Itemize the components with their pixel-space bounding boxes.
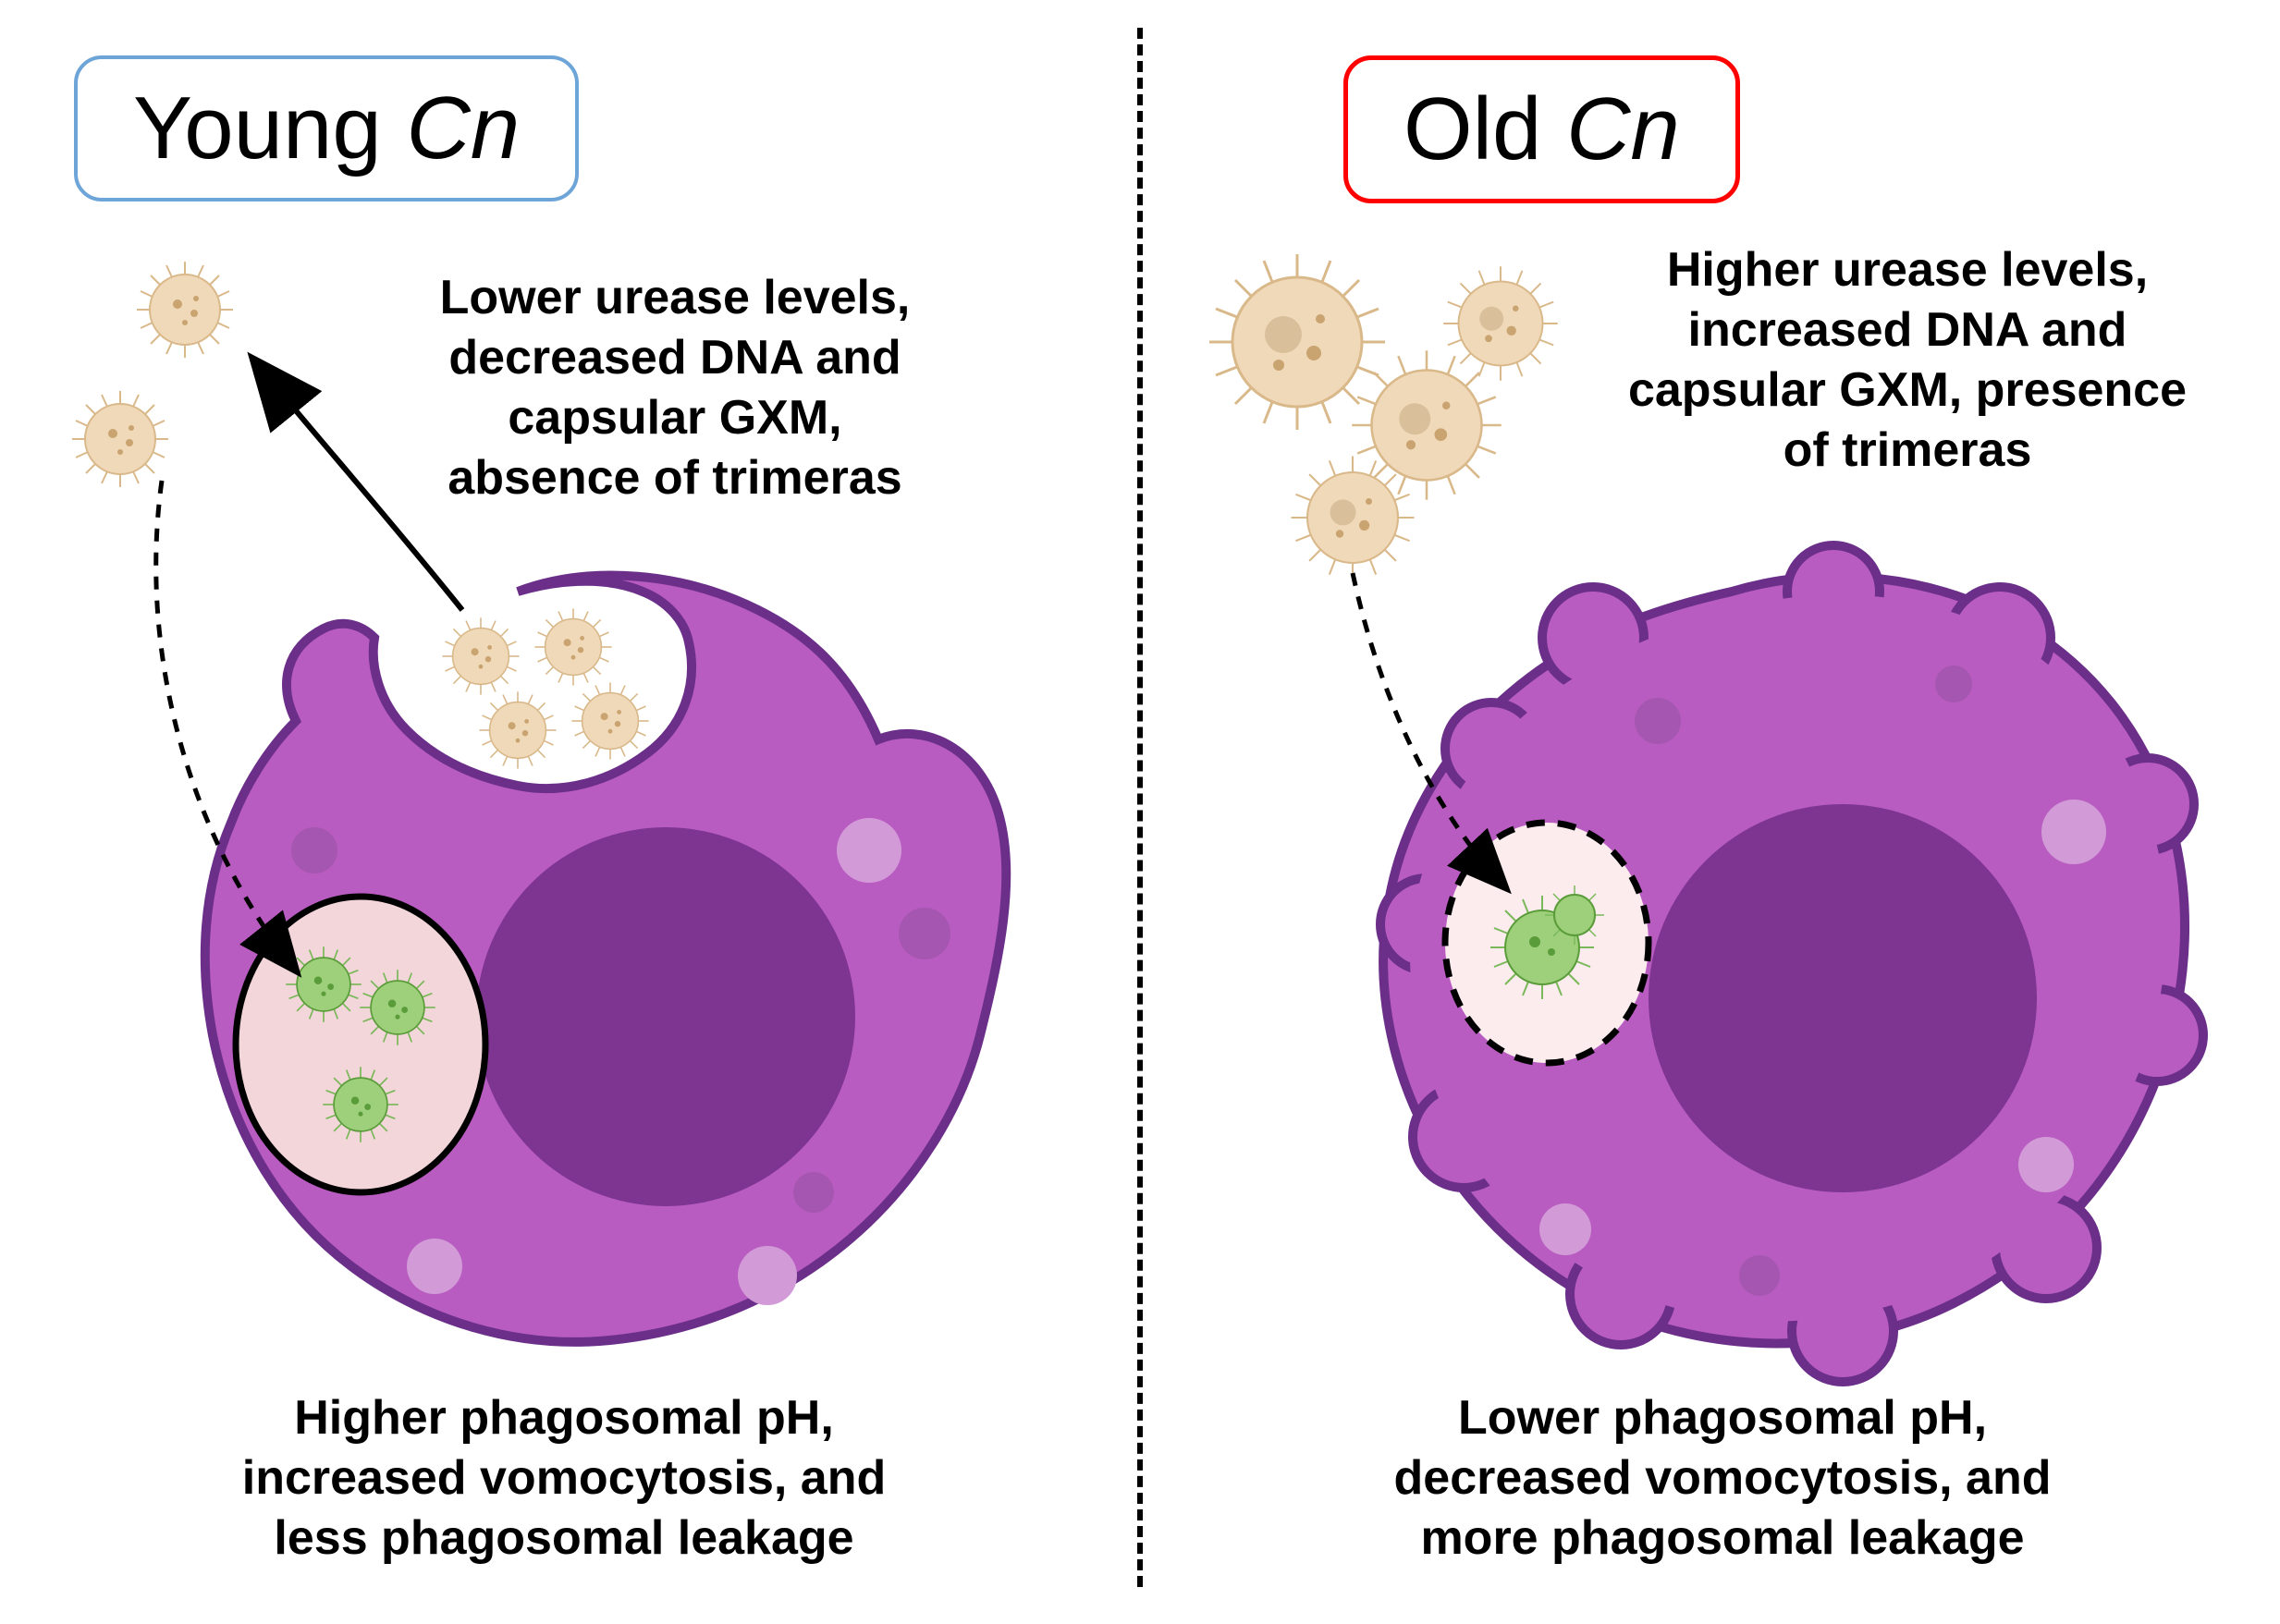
trimera-cluster	[1209, 254, 1558, 580]
cup-fungus-2	[534, 608, 611, 685]
internal-fungus-old	[1490, 885, 1604, 999]
lower-caption-young: Higher phagosomal pH,increased vomocytos…	[148, 1388, 980, 1569]
macrophage-old	[1380, 545, 2203, 1382]
phagosome-old	[1445, 823, 1649, 1063]
nucleus-young	[476, 827, 855, 1206]
diagram-container: Young Cn Lower urease levels,decreased D…	[0, 0, 2280, 1624]
title-old: Old Cn	[1404, 79, 1680, 178]
internal-fungus-2	[360, 970, 435, 1045]
panel-young: Young Cn Lower urease levels,decreased D…	[0, 0, 1140, 1624]
cup-fungus-4	[571, 682, 648, 759]
title-young-italic: Cn	[406, 79, 520, 177]
internal-fungus-3	[323, 1067, 398, 1142]
cup-fungus-3	[479, 691, 556, 768]
ext-fungus-top-2	[72, 391, 168, 487]
cup-fungus-1	[442, 617, 519, 694]
phagosome-young	[236, 897, 485, 1192]
title-box-young: Young Cn	[74, 55, 579, 201]
title-old-italic: Cn	[1566, 79, 1680, 178]
macrophage-young	[205, 576, 1006, 1342]
internal-fungus-1	[286, 946, 362, 1022]
title-young-prefix: Young	[133, 79, 406, 177]
young-svg-layer	[0, 0, 1140, 1624]
ext-fungus-top-1	[137, 262, 233, 358]
arrow-dashed-in-young	[156, 481, 296, 971]
upper-caption-young: Lower urease levels,decreased DNA andcap…	[351, 268, 999, 508]
upper-caption-old: Higher urease levels,increased DNA andca…	[1584, 240, 2231, 481]
title-young: Young Cn	[133, 79, 520, 177]
title-old-prefix: Old	[1404, 79, 1566, 178]
title-box-old: Old Cn	[1343, 55, 1740, 203]
nucleus-old	[1649, 804, 2037, 1192]
arrow-dashed-in-old	[1353, 573, 1505, 887]
panel-old: Old Cn Higher urease levels,increased DN…	[1140, 0, 2280, 1624]
lower-caption-old: Lower phagosomal pH,decreased vomocytosi…	[1306, 1388, 2139, 1569]
